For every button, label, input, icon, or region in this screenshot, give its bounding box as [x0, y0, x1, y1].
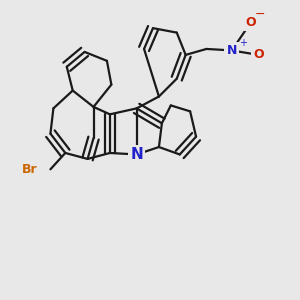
- Text: N: N: [130, 147, 143, 162]
- Text: N: N: [226, 44, 237, 57]
- Text: −: −: [255, 8, 265, 21]
- Text: O: O: [246, 16, 256, 29]
- Text: +: +: [239, 38, 247, 48]
- Text: O: O: [253, 48, 264, 62]
- Text: Br: Br: [22, 163, 38, 176]
